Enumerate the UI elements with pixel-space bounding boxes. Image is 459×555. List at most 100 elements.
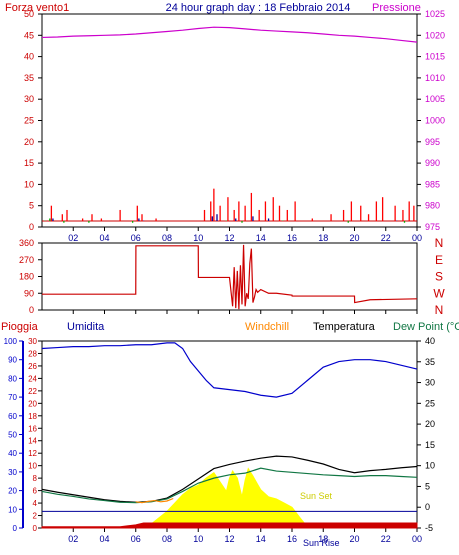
dir-tick-label: 360 xyxy=(19,238,34,248)
temp-tick-label: 30 xyxy=(425,378,435,388)
right-tick-label: 995 xyxy=(425,137,440,147)
panel1-xtick-label: 08 xyxy=(162,233,172,243)
temperatura-label: Temperatura xyxy=(313,321,376,333)
panel3-xtick-label: 20 xyxy=(349,534,359,544)
left-tick-label: 40 xyxy=(24,52,34,62)
left-tick-label: 15 xyxy=(24,158,34,168)
left-tick-label: 45 xyxy=(24,30,34,40)
panel3-xtick-label: 04 xyxy=(99,534,109,544)
panel1-xtick-label: 06 xyxy=(131,233,141,243)
panel3-xtick-label: 12 xyxy=(224,534,234,544)
umidita-tick-label: 40 xyxy=(8,449,17,458)
dir-tick-label: 180 xyxy=(19,272,34,282)
pioggia-label: Pioggia xyxy=(1,321,39,333)
temp-tick-label: 40 xyxy=(425,336,435,346)
umidita-tick-label: 20 xyxy=(8,487,17,496)
dir-tick-label: 90 xyxy=(24,288,34,298)
humidity-line xyxy=(41,342,418,398)
umidita-tick-label: 80 xyxy=(8,374,17,383)
left-tick-label: 0 xyxy=(29,222,34,232)
dir-tick-label: 0 xyxy=(29,305,34,315)
temp-tick-label: 35 xyxy=(425,357,435,367)
right-tick-label: 1005 xyxy=(425,94,445,104)
left-tick-label: 20 xyxy=(24,137,34,147)
right-tick-label: 985 xyxy=(425,179,440,189)
compass-label: N xyxy=(435,236,444,250)
panel1-xtick-label: 10 xyxy=(193,233,203,243)
temperature-line xyxy=(41,455,418,503)
pioggia-tick-label: 18 xyxy=(28,412,37,421)
panel1-xtick-label: 00 xyxy=(412,233,422,243)
rain-area xyxy=(41,522,418,529)
right-axis-label: Pressione xyxy=(372,2,421,14)
dewpoint-line xyxy=(41,467,418,504)
panel3-plot: 0246810121416182022242628300102030405060… xyxy=(4,336,435,544)
panel1-xtick-label: 16 xyxy=(287,233,297,243)
panel3-xtick-label: 06 xyxy=(131,534,141,544)
temp-tick-label: 0 xyxy=(425,502,430,512)
dewpoint-label: Dew Point (°C xyxy=(393,321,459,333)
left-tick-label: 50 xyxy=(24,9,34,19)
left-tick-label: 10 xyxy=(24,179,34,189)
panel1-xtick-label: 20 xyxy=(349,233,359,243)
panel1-plot: 0510152025303540455097598098599099510001… xyxy=(24,9,445,243)
dir-tick-label: 270 xyxy=(19,255,34,265)
compass-label: S xyxy=(435,270,443,284)
pioggia-tick-label: 24 xyxy=(28,374,37,383)
pioggia-tick-label: 10 xyxy=(28,462,37,471)
panel3-xtick-label: 00 xyxy=(412,534,422,544)
umidita-tick-label: 90 xyxy=(8,356,17,365)
umidita-tick-label: 10 xyxy=(8,505,17,514)
pioggia-tick-label: 4 xyxy=(33,499,38,508)
right-tick-label: 1010 xyxy=(425,73,445,83)
temp-tick-label: 5 xyxy=(425,481,430,491)
panel3-xtick-label: 16 xyxy=(287,534,297,544)
left-tick-label: 5 xyxy=(29,201,34,211)
pioggia-tick-label: 2 xyxy=(33,512,38,521)
right-tick-label: 990 xyxy=(425,158,440,168)
wind-direction-line xyxy=(42,244,418,310)
right-tick-label: 1025 xyxy=(425,9,445,19)
windchill-line xyxy=(135,497,174,504)
sunrise-label: Sun Rise xyxy=(303,538,340,548)
pioggia-tick-label: 30 xyxy=(28,337,37,346)
panel3-xtick-label: 08 xyxy=(162,534,172,544)
pioggia-tick-label: 20 xyxy=(28,399,37,408)
left-tick-label: 25 xyxy=(24,116,34,126)
pioggia-tick-label: 6 xyxy=(33,487,38,496)
umidita-tick-label: 50 xyxy=(8,431,17,440)
umidita-tick-label: 60 xyxy=(8,412,17,421)
panel1-xtick-label: 22 xyxy=(381,233,391,243)
right-tick-label: 975 xyxy=(425,222,440,232)
umidita-label: Umidita xyxy=(67,321,105,333)
pioggia-tick-label: 26 xyxy=(28,362,37,371)
umidita-tick-label: 0 xyxy=(13,524,18,533)
temp-tick-label: -5 xyxy=(425,523,433,533)
pioggia-tick-label: 8 xyxy=(33,474,38,483)
pressure-line xyxy=(41,26,418,43)
left-tick-label: 30 xyxy=(24,94,34,104)
right-tick-label: 1020 xyxy=(425,30,445,40)
sunset-label: Sun Set xyxy=(300,491,333,501)
chart-title: 24 hour graph day : 18 Febbraio 2014 xyxy=(166,2,351,14)
pioggia-tick-label: 12 xyxy=(28,449,37,458)
temp-tick-label: 25 xyxy=(425,398,435,408)
panel1-xtick-label: 04 xyxy=(99,233,109,243)
right-tick-label: 980 xyxy=(425,201,440,211)
umidita-tick-label: 30 xyxy=(8,468,17,477)
panel3-xtick-label: 18 xyxy=(318,534,328,544)
panel1-xtick-label: 18 xyxy=(318,233,328,243)
panel3-xtick-label: 22 xyxy=(381,534,391,544)
temp-tick-label: 10 xyxy=(425,461,435,471)
panel1-xtick-label: 02 xyxy=(68,233,78,243)
left-tick-label: 35 xyxy=(24,73,34,83)
pioggia-tick-label: 14 xyxy=(28,437,37,446)
windchill-label: Windchill xyxy=(245,321,289,333)
temp-tick-label: 15 xyxy=(425,440,435,450)
umidita-tick-label: 100 xyxy=(4,337,18,346)
right-tick-label: 1000 xyxy=(425,116,445,126)
compass-label: E xyxy=(435,253,443,267)
right-tick-label: 1015 xyxy=(425,52,445,62)
